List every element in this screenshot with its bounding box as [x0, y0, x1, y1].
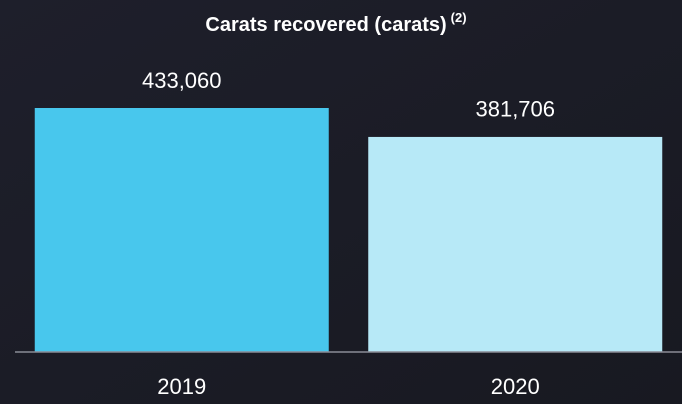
x-tick-label: 2019	[157, 374, 206, 399]
title-note: (2)	[451, 10, 467, 25]
title-text: Carats recovered (carats)	[205, 14, 446, 36]
bar	[368, 136, 663, 352]
value-label: 433,060	[142, 68, 222, 93]
x-tick-label: 2020	[491, 374, 540, 399]
bar	[34, 108, 329, 352]
value-label: 381,706	[475, 97, 555, 122]
chart-title: Carats recovered (carats) (2)	[205, 10, 466, 36]
